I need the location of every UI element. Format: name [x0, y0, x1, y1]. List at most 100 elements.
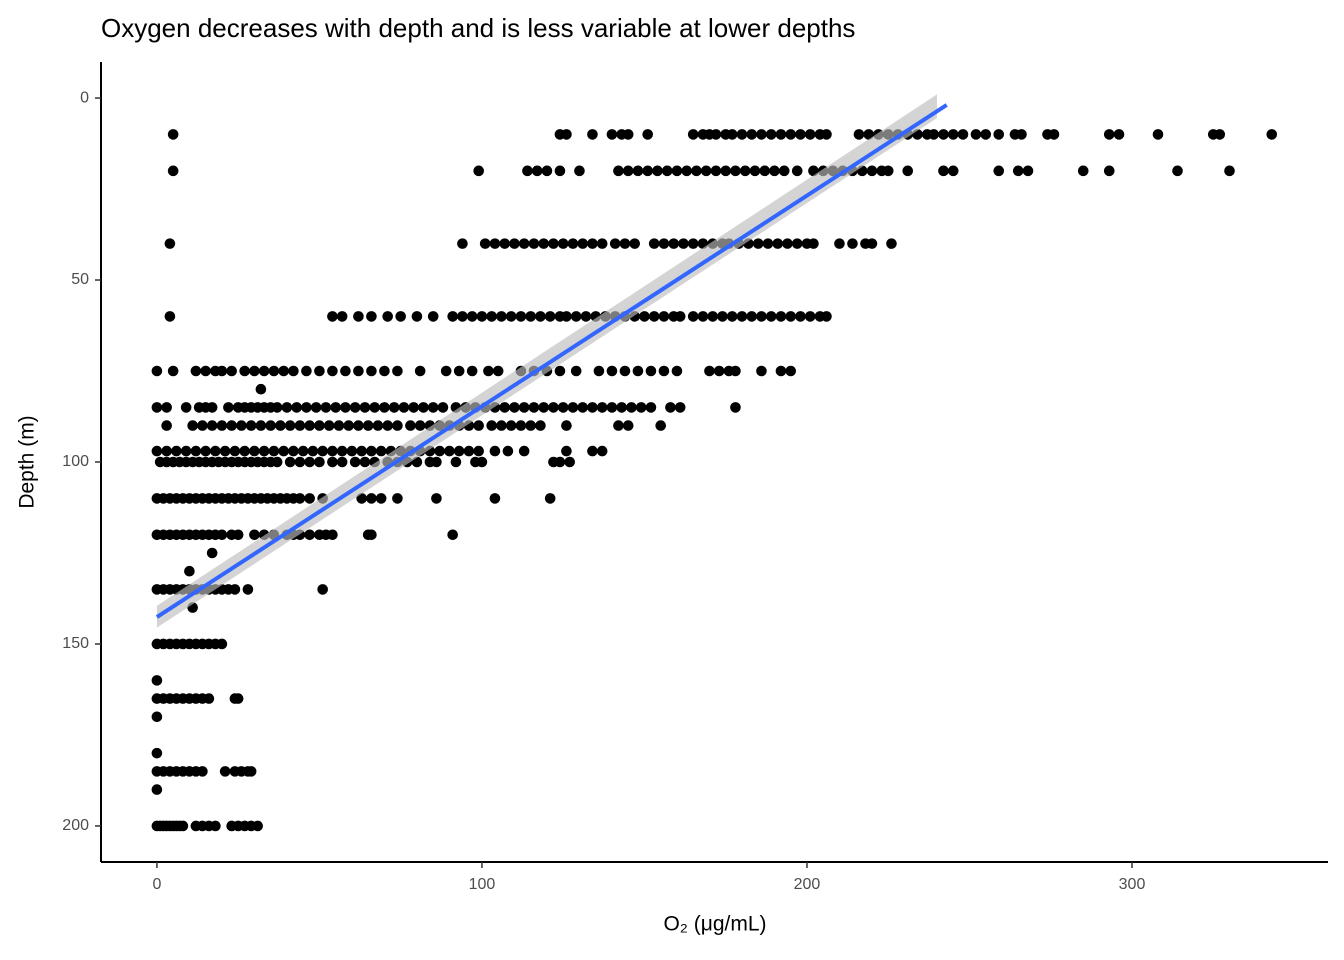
point	[216, 365, 228, 377]
point	[671, 165, 683, 177]
point	[886, 238, 897, 249]
point	[356, 445, 367, 457]
point	[434, 445, 445, 457]
point	[284, 456, 296, 468]
point	[866, 238, 878, 249]
point	[323, 420, 335, 431]
point	[336, 311, 348, 322]
point	[554, 456, 566, 468]
point	[564, 456, 575, 468]
point	[655, 420, 667, 431]
point	[567, 238, 579, 249]
point	[466, 311, 478, 322]
point	[947, 165, 959, 177]
point	[505, 420, 517, 431]
point	[473, 420, 484, 431]
point	[613, 165, 624, 177]
point	[587, 238, 598, 249]
point	[1172, 165, 1183, 177]
point	[665, 402, 676, 413]
point	[765, 311, 777, 322]
point	[1152, 129, 1164, 140]
point	[161, 420, 172, 431]
point	[197, 766, 208, 777]
point	[336, 456, 348, 468]
point	[245, 420, 257, 431]
point	[466, 365, 478, 377]
point	[418, 402, 429, 413]
point	[177, 820, 189, 832]
chart-title: Oxygen decreases with depth and is less …	[101, 13, 855, 43]
point	[645, 365, 657, 377]
point	[639, 311, 650, 322]
point	[440, 365, 452, 377]
point	[252, 820, 263, 832]
point	[535, 420, 546, 431]
point	[609, 238, 621, 249]
point	[366, 311, 377, 322]
point	[184, 565, 195, 577]
point	[463, 445, 475, 457]
point	[314, 456, 325, 468]
point	[304, 493, 315, 504]
point	[1103, 165, 1115, 177]
point	[1022, 165, 1034, 177]
point	[577, 238, 588, 249]
point	[327, 311, 338, 322]
point	[674, 402, 686, 413]
point	[232, 693, 244, 704]
point	[538, 402, 549, 413]
point	[791, 165, 803, 177]
point	[268, 365, 280, 377]
x-tick-label: 0	[152, 876, 161, 893]
point	[151, 675, 163, 686]
point	[200, 445, 211, 457]
point	[317, 584, 328, 595]
point	[853, 129, 865, 140]
point	[661, 165, 673, 177]
point	[775, 129, 787, 140]
point	[1224, 165, 1235, 177]
point	[648, 238, 660, 249]
point	[570, 365, 582, 377]
point	[294, 493, 306, 504]
point	[515, 420, 527, 431]
point	[730, 165, 741, 177]
point	[473, 445, 484, 457]
point	[756, 311, 767, 322]
point	[726, 311, 738, 322]
point	[301, 402, 312, 413]
point	[340, 365, 351, 377]
point	[531, 165, 543, 177]
point	[1103, 129, 1115, 140]
point	[239, 365, 250, 377]
point	[294, 456, 306, 468]
point	[671, 365, 683, 377]
point	[632, 365, 644, 377]
point	[648, 311, 660, 322]
point	[450, 456, 462, 468]
trend-line	[155, 103, 948, 619]
point	[707, 311, 719, 322]
point	[525, 311, 536, 322]
point	[713, 365, 725, 377]
point	[785, 129, 797, 140]
point	[515, 311, 527, 322]
point	[242, 584, 254, 595]
point	[993, 129, 1005, 140]
point	[938, 129, 949, 140]
point	[288, 445, 299, 457]
point	[151, 402, 163, 413]
point	[486, 311, 497, 322]
point	[447, 311, 458, 322]
point	[528, 402, 540, 413]
point	[392, 420, 403, 431]
point	[502, 445, 514, 457]
point	[1077, 165, 1089, 177]
point	[746, 311, 758, 322]
point	[398, 402, 410, 413]
point	[548, 402, 559, 413]
point	[626, 402, 637, 413]
point	[333, 420, 345, 431]
